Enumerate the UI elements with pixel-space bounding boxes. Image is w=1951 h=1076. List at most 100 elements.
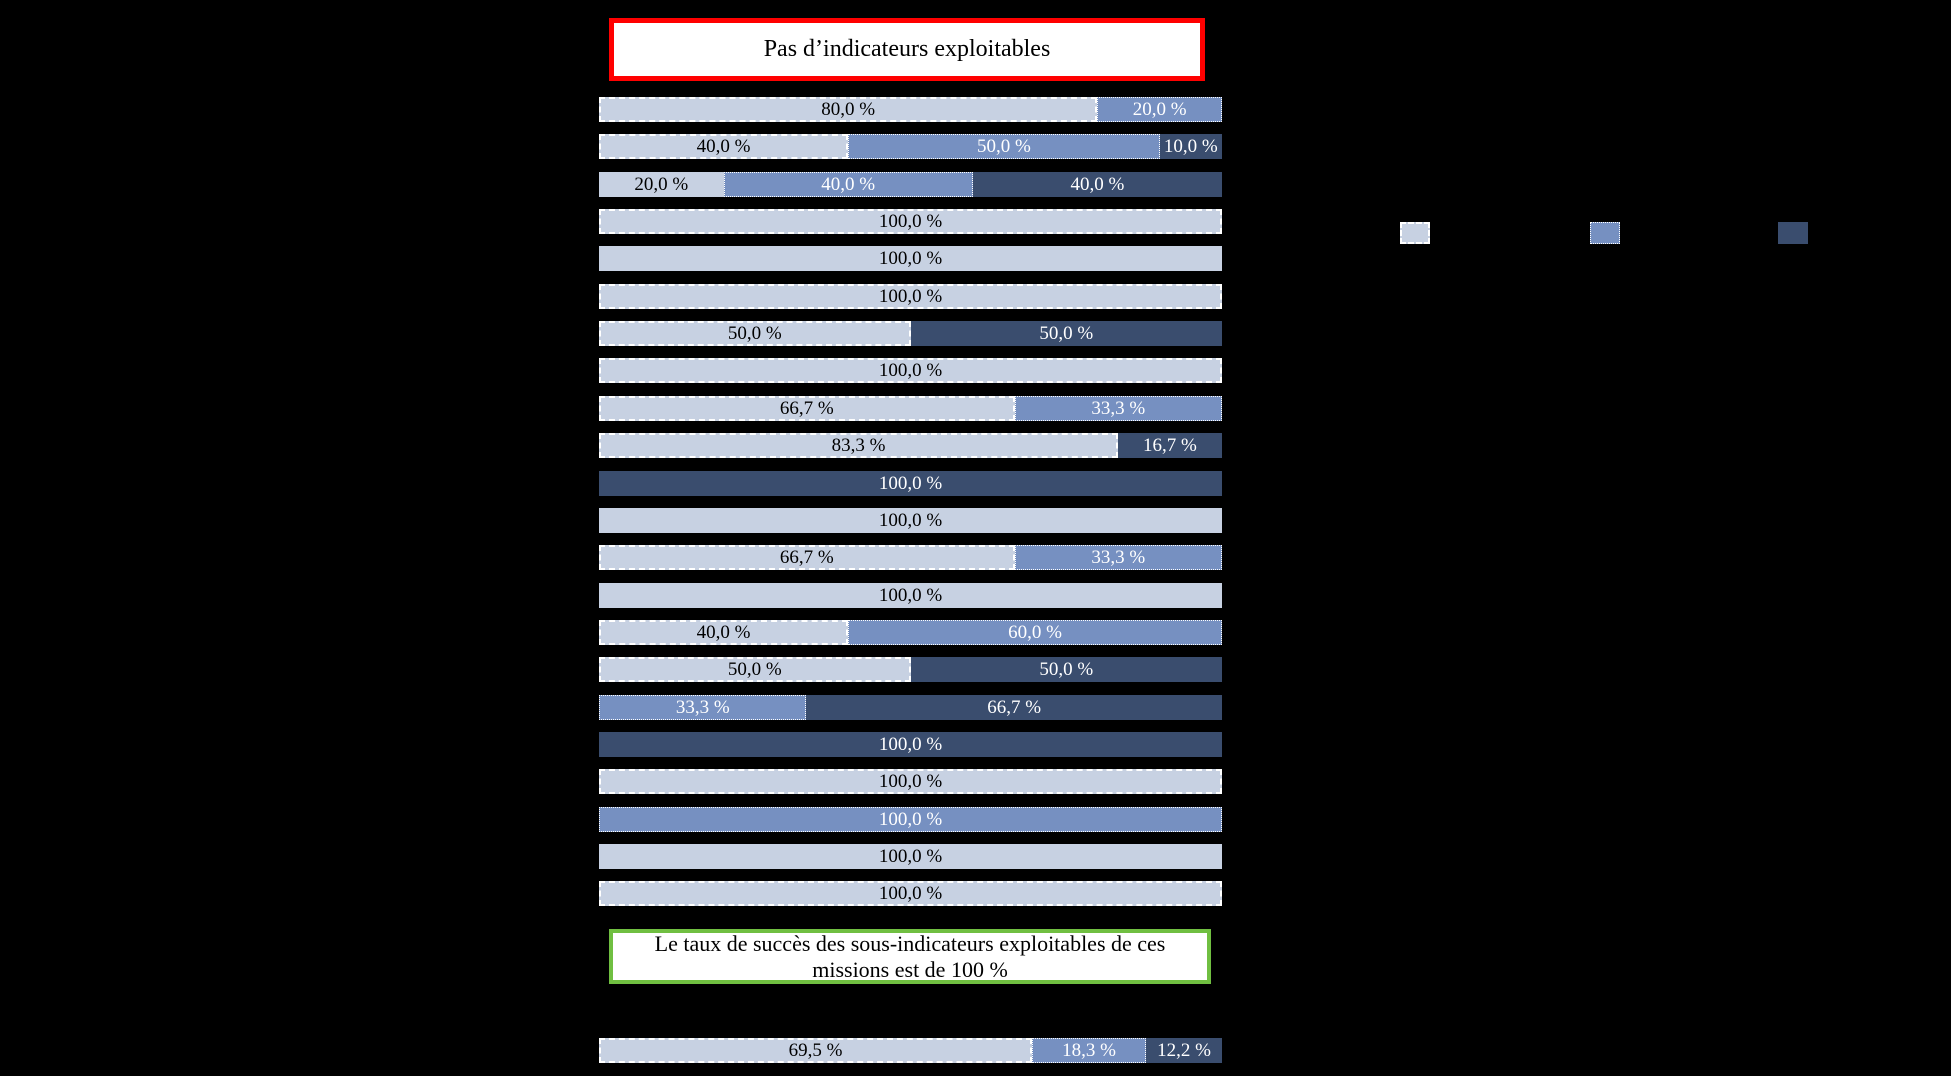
bar-segment-light: 100,0 % [599, 769, 1222, 794]
bar-row-6: 100,0 % [599, 284, 1222, 309]
bar-row-7: 50,0 % 50,0 % [599, 321, 1222, 346]
bar-row-14: 100,0 % [599, 583, 1222, 608]
bar-segment-dark: 100,0 % [599, 471, 1222, 496]
legend-swatch-light [1400, 222, 1430, 244]
note-callout-box: Le taux de succès des sous-indicateurs e… [609, 929, 1211, 984]
bar-segment-medium: 40,0 % [723, 172, 973, 197]
bar-segment-light: 100,0 % [599, 881, 1222, 906]
bar-segment-dark: 12,2 % [1145, 1038, 1222, 1063]
bar-segment-label: 33,3 % [1091, 397, 1146, 419]
bar-segment-label: 50,0 % [977, 135, 1031, 157]
bar-segment-light: 40,0 % [599, 134, 849, 159]
bar-segment-label: 40,0 % [696, 621, 751, 643]
bar-segment-medium: 18,3 % [1031, 1038, 1146, 1063]
bar-segment-label: 50,0 % [1039, 658, 1094, 680]
bar-segment-label: 100,0 % [878, 808, 943, 830]
bar-row-15: 40,0 % 60,0 % [599, 620, 1222, 645]
bar-segment-dark: 40,0 % [972, 172, 1222, 197]
bar-segment-label: 20,0 % [1132, 98, 1187, 120]
bar-segment-light: 66,7 % [599, 545, 1015, 570]
bar-segment-label: 100,0 % [878, 285, 943, 307]
bar-segment-label: 100,0 % [878, 247, 943, 269]
bar-segment-light: 100,0 % [599, 508, 1222, 533]
bar-segment-label: 50,0 % [1039, 322, 1094, 344]
bar-segment-label: 69,5 % [788, 1039, 843, 1061]
bar-segment-label: 100,0 % [878, 584, 943, 606]
bar-segment-label: 40,0 % [821, 173, 876, 195]
bar-row-4: 100,0 % [599, 209, 1222, 234]
note-callout-text: Le taux de succès des sous-indicateurs e… [654, 931, 1166, 982]
bar-segment-light: 100,0 % [599, 358, 1222, 383]
title-callout-box: Pas d’indicateurs exploitables [609, 18, 1205, 81]
bar-segment-dark: 50,0 % [910, 657, 1222, 682]
bar-segment-dark: 10,0 % [1159, 134, 1222, 159]
bar-row-9: 66,7 % 33,3 % [599, 396, 1222, 421]
bar-segment-label: 100,0 % [878, 845, 943, 867]
bar-row-3: 20,0 % 40,0 % 40,0 % [599, 172, 1222, 197]
bar-segment-light: 100,0 % [599, 583, 1222, 608]
bar-row-13: 66,7 % 33,3 % [599, 545, 1222, 570]
bar-segment-medium: 33,3 % [1014, 396, 1222, 421]
bar-segment-dark: 66,7 % [806, 695, 1222, 720]
bar-segment-label: 16,7 % [1143, 434, 1197, 456]
bar-segment-label: 33,3 % [1091, 546, 1146, 568]
bar-segment-label: 40,0 % [696, 135, 751, 157]
bar-segment-label: 12,2 % [1157, 1039, 1211, 1061]
bar-segment-light: 100,0 % [599, 284, 1222, 309]
bar-segment-label: 20,0 % [634, 173, 689, 195]
legend-swatch-medium [1590, 222, 1620, 244]
bar-row-21: 100,0 % [599, 844, 1222, 869]
bar-segment-label: 100,0 % [878, 770, 943, 792]
bar-segment-light: 20,0 % [599, 172, 724, 197]
bar-row-12: 100,0 % [599, 508, 1222, 533]
bar-segment-medium: 33,3 % [599, 695, 807, 720]
bar-row-19: 100,0 % [599, 769, 1222, 794]
bar-segment-label: 66,7 % [779, 397, 834, 419]
bar-segment-label: 100,0 % [878, 359, 943, 381]
bar-segment-label: 60,0 % [1008, 621, 1062, 643]
bar-segment-medium: 60,0 % [848, 620, 1222, 645]
bar-row-10: 83,3 % 16,7 % [599, 433, 1222, 458]
bar-segment-label: 83,3 % [831, 434, 886, 456]
bar-segment-medium: 100,0 % [599, 807, 1222, 832]
bar-segment-label: 66,7 % [987, 696, 1042, 718]
bar-segment-label: 50,0 % [727, 658, 782, 680]
bar-segment-label: 50,0 % [727, 322, 782, 344]
bar-row-5: 100,0 % [599, 246, 1222, 271]
bar-segment-light: 69,5 % [599, 1038, 1032, 1063]
bar-row-11: 100,0 % [599, 471, 1222, 496]
bar-segment-light: 50,0 % [599, 657, 911, 682]
bar-segment-medium: 33,3 % [1014, 545, 1222, 570]
legend-swatch-dark [1778, 222, 1808, 244]
bar-segment-label: 66,7 % [779, 546, 834, 568]
bar-segment-light: 50,0 % [599, 321, 911, 346]
bar-segment-dark: 16,7 % [1117, 433, 1222, 458]
bar-segment-light: 66,7 % [599, 396, 1015, 421]
bar-row-22: 100,0 % [599, 881, 1222, 906]
bar-row-20: 100,0 % [599, 807, 1222, 832]
bar-segment-light: 100,0 % [599, 209, 1222, 234]
bar-segment-medium: 50,0 % [848, 134, 1160, 159]
bar-segment-light: 83,3 % [599, 433, 1118, 458]
bar-segment-label: 100,0 % [878, 472, 943, 494]
bar-segment-label: 33,3 % [675, 696, 730, 718]
bar-segment-dark: 100,0 % [599, 732, 1222, 757]
bar-row-total: 69,5 % 18,3 % 12,2 % [599, 1038, 1222, 1063]
bar-segment-label: 100,0 % [878, 210, 943, 232]
bar-segment-light: 100,0 % [599, 246, 1222, 271]
bar-row-8: 100,0 % [599, 358, 1222, 383]
bar-segment-label: 40,0 % [1070, 173, 1125, 195]
bar-segment-label: 80,0 % [821, 98, 876, 120]
bar-segment-label: 100,0 % [878, 882, 943, 904]
bar-segment-label: 10,0 % [1163, 135, 1218, 157]
bar-segment-light: 100,0 % [599, 844, 1222, 869]
bar-row-1: 80,0 % 20,0 % [599, 97, 1222, 122]
bar-segment-label: 18,3 % [1062, 1039, 1116, 1061]
bar-segment-light: 40,0 % [599, 620, 849, 645]
bar-row-2: 40,0 % 50,0 % 10,0 % [599, 134, 1222, 159]
bar-segment-medium: 20,0 % [1097, 97, 1222, 122]
bar-segment-light: 80,0 % [599, 97, 1098, 122]
bar-row-17: 33,3 % 66,7 % [599, 695, 1222, 720]
